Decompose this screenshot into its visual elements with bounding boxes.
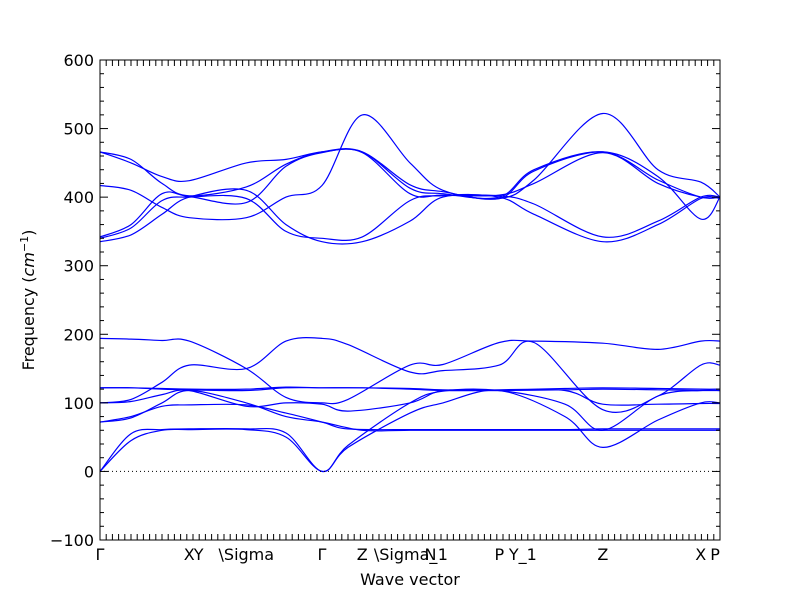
phonon-band-line xyxy=(99,388,721,412)
y-tick-label: 0 xyxy=(84,462,94,481)
y-axis-unit: cm xyxy=(19,252,38,276)
x-axis-title: Wave vector xyxy=(360,570,460,589)
x-kpoint-label: \Sigma_ xyxy=(374,545,439,565)
x-kpoint-label: Y xyxy=(193,545,204,564)
x-kpoint-label: 1 xyxy=(438,545,448,564)
x-kpoint-label: Z xyxy=(597,545,608,564)
y-tick-label: 300 xyxy=(63,257,94,276)
x-kpoint-label: Γ xyxy=(317,545,326,564)
y-axis: −100 0 100 200 300 400 500 600 xyxy=(50,51,720,550)
phonon-band-line xyxy=(99,148,721,220)
x-kpoint-label: X xyxy=(695,545,706,564)
x-kpoint-label: N xyxy=(424,545,436,564)
x-axis: Γ XY \Sigma Γ Z \Sigma_N 1 P Y_1 Z X P xyxy=(96,60,721,565)
x-kpoint-label: Z xyxy=(357,545,368,564)
x-kpoint-label: Y_1 xyxy=(508,545,537,565)
x-kpoint-label: \Sigma xyxy=(219,545,275,564)
y-tick-label: 500 xyxy=(63,120,94,139)
plot-frame xyxy=(99,59,721,541)
y-tick-label: 600 xyxy=(63,51,94,70)
phonon-band-line xyxy=(99,188,721,245)
band-lines xyxy=(99,112,721,473)
phonon-band-line xyxy=(99,388,721,473)
phonon-band-line xyxy=(99,148,721,200)
y-tick-label: 200 xyxy=(63,325,94,344)
x-kpoint-label: P xyxy=(710,545,720,564)
y-axis-unit-close: ) xyxy=(19,230,38,236)
y-axis-unit-open: ( xyxy=(19,276,38,282)
y-tick-label: 100 xyxy=(63,394,94,413)
phonon-band-line xyxy=(99,389,720,432)
y-axis-title: Frequency (cm−1) xyxy=(18,230,38,371)
phonon-band-line xyxy=(99,148,721,238)
y-tick-label: −100 xyxy=(50,531,94,550)
phonon-band-line xyxy=(99,337,721,405)
phonon-band-line xyxy=(99,194,721,241)
x-kpoint-label: X xyxy=(184,545,195,564)
x-kpoint-label: Γ xyxy=(96,545,105,564)
phonon-band-line xyxy=(99,386,721,391)
phonon-band-line xyxy=(99,112,721,221)
y-axis-title-text: Frequency xyxy=(19,288,38,371)
x-kpoint-label: P xyxy=(494,545,504,564)
phonon-band-line xyxy=(99,337,721,414)
phonon-band-line xyxy=(99,403,720,431)
y-tick-label: 400 xyxy=(63,188,94,207)
y-axis-unit-exponent: −1 xyxy=(18,236,31,252)
